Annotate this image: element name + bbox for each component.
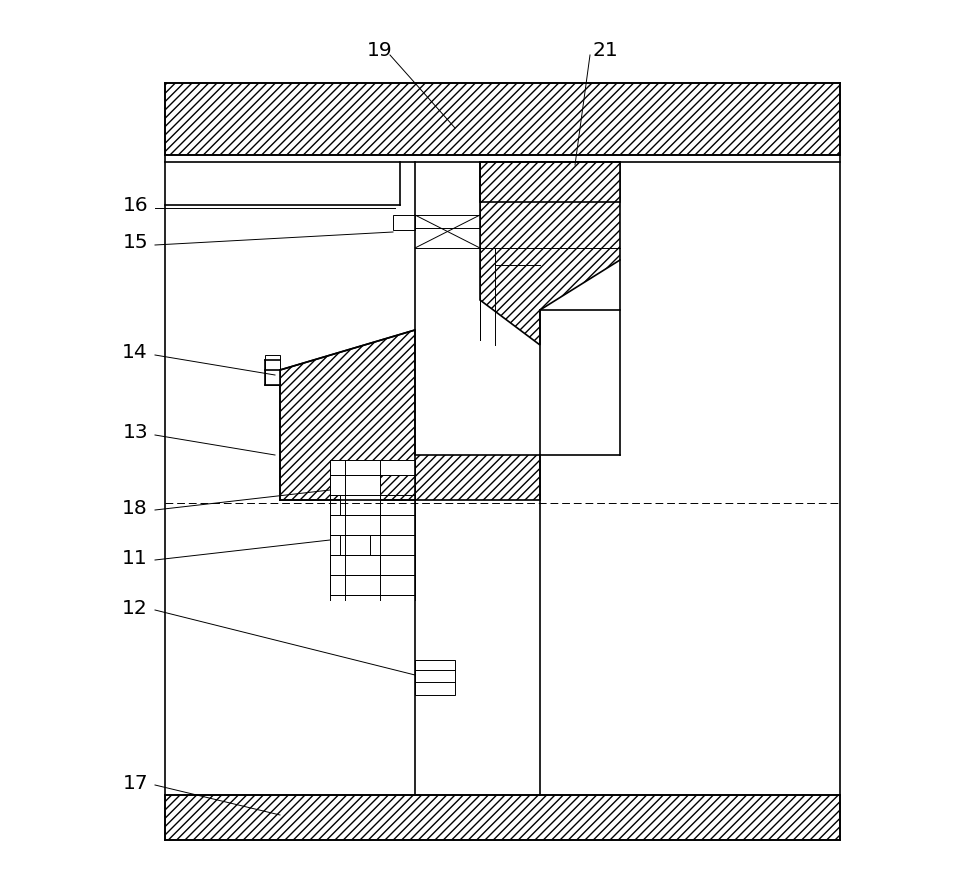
Text: 15: 15 xyxy=(123,232,148,252)
Bar xyxy=(393,215,415,230)
Bar xyxy=(265,355,280,385)
Bar xyxy=(330,555,380,575)
Bar xyxy=(330,515,380,535)
Bar xyxy=(330,460,415,475)
Text: 12: 12 xyxy=(123,599,148,617)
Text: 11: 11 xyxy=(123,548,148,567)
Polygon shape xyxy=(480,162,620,345)
Bar xyxy=(165,795,840,840)
Text: 13: 13 xyxy=(123,423,148,442)
Bar xyxy=(340,495,380,515)
Bar xyxy=(330,575,415,595)
Bar xyxy=(330,475,380,495)
Bar xyxy=(340,535,370,555)
Bar xyxy=(480,162,620,202)
Text: 18: 18 xyxy=(123,498,148,518)
Polygon shape xyxy=(280,330,540,500)
Text: 14: 14 xyxy=(123,342,148,361)
Text: 17: 17 xyxy=(123,773,148,792)
Text: 21: 21 xyxy=(592,40,618,59)
Text: 16: 16 xyxy=(123,195,148,214)
Text: 19: 19 xyxy=(367,40,393,59)
Bar xyxy=(165,83,840,155)
Bar xyxy=(415,660,455,695)
